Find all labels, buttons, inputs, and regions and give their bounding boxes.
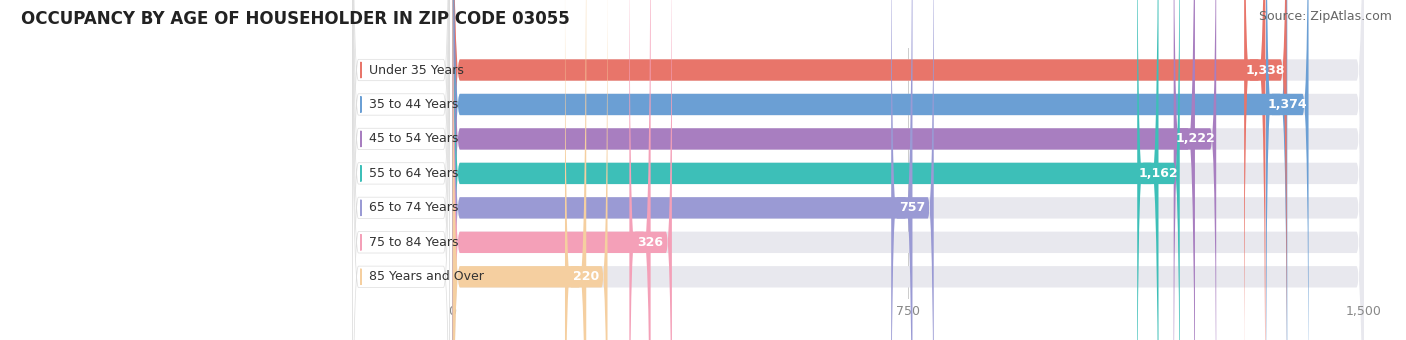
FancyBboxPatch shape bbox=[353, 0, 450, 340]
FancyBboxPatch shape bbox=[453, 0, 1364, 340]
FancyBboxPatch shape bbox=[353, 0, 450, 340]
FancyBboxPatch shape bbox=[453, 0, 1364, 340]
Text: 1,222: 1,222 bbox=[1175, 133, 1215, 146]
Text: 326: 326 bbox=[638, 236, 664, 249]
Text: 1,162: 1,162 bbox=[1139, 167, 1178, 180]
Text: 65 to 74 Years: 65 to 74 Years bbox=[370, 201, 458, 214]
Text: 757: 757 bbox=[900, 201, 925, 214]
FancyBboxPatch shape bbox=[453, 0, 1195, 340]
FancyBboxPatch shape bbox=[1265, 0, 1309, 340]
FancyBboxPatch shape bbox=[453, 0, 1265, 340]
FancyBboxPatch shape bbox=[453, 0, 1364, 340]
FancyBboxPatch shape bbox=[565, 0, 607, 340]
FancyBboxPatch shape bbox=[353, 0, 450, 340]
Text: OCCUPANCY BY AGE OF HOUSEHOLDER IN ZIP CODE 03055: OCCUPANCY BY AGE OF HOUSEHOLDER IN ZIP C… bbox=[21, 10, 569, 28]
FancyBboxPatch shape bbox=[891, 0, 934, 340]
Text: 35 to 44 Years: 35 to 44 Years bbox=[370, 98, 458, 111]
FancyBboxPatch shape bbox=[353, 0, 450, 340]
FancyBboxPatch shape bbox=[453, 0, 912, 340]
FancyBboxPatch shape bbox=[353, 0, 450, 340]
FancyBboxPatch shape bbox=[453, 0, 1364, 340]
Text: 85 Years and Over: 85 Years and Over bbox=[370, 270, 484, 283]
FancyBboxPatch shape bbox=[630, 0, 672, 340]
FancyBboxPatch shape bbox=[453, 0, 1364, 340]
FancyBboxPatch shape bbox=[453, 0, 1159, 340]
FancyBboxPatch shape bbox=[1137, 0, 1180, 340]
FancyBboxPatch shape bbox=[453, 0, 586, 340]
Text: Under 35 Years: Under 35 Years bbox=[370, 64, 464, 76]
Text: 1,338: 1,338 bbox=[1246, 64, 1285, 76]
FancyBboxPatch shape bbox=[453, 0, 1364, 340]
FancyBboxPatch shape bbox=[1174, 0, 1216, 340]
Text: Source: ZipAtlas.com: Source: ZipAtlas.com bbox=[1258, 10, 1392, 23]
FancyBboxPatch shape bbox=[1244, 0, 1286, 340]
Text: 45 to 54 Years: 45 to 54 Years bbox=[370, 133, 458, 146]
FancyBboxPatch shape bbox=[453, 0, 651, 340]
Text: 55 to 64 Years: 55 to 64 Years bbox=[370, 167, 458, 180]
FancyBboxPatch shape bbox=[353, 0, 450, 340]
FancyBboxPatch shape bbox=[453, 0, 1364, 340]
FancyBboxPatch shape bbox=[453, 0, 1288, 340]
FancyBboxPatch shape bbox=[353, 0, 450, 340]
Text: 1,374: 1,374 bbox=[1267, 98, 1308, 111]
Text: 220: 220 bbox=[574, 270, 599, 283]
Text: 75 to 84 Years: 75 to 84 Years bbox=[370, 236, 458, 249]
